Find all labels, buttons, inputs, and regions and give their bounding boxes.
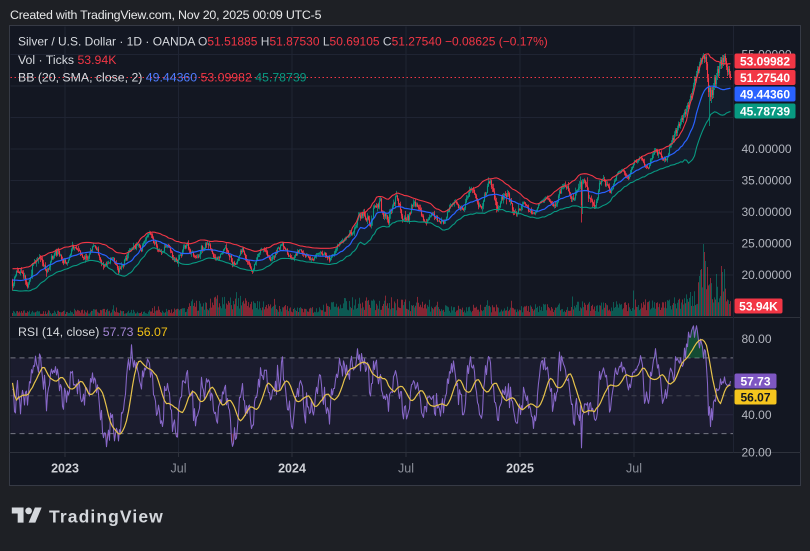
svg-text:40.00000: 40.00000	[742, 142, 792, 156]
svg-text:Vol · Ticks 53.94K: Vol · Ticks 53.94K	[18, 53, 117, 67]
svg-text:40.00: 40.00	[742, 408, 772, 422]
svg-text:20.00000: 20.00000	[742, 268, 792, 282]
svg-text:51.27540: 51.27540	[740, 71, 790, 85]
svg-text:2024: 2024	[278, 462, 306, 476]
svg-text:53.94K: 53.94K	[739, 299, 778, 313]
svg-text:56.07: 56.07	[740, 390, 770, 404]
svg-text:TradingView: TradingView	[49, 507, 164, 527]
svg-text:57.73: 57.73	[740, 374, 770, 388]
svg-text:2023: 2023	[51, 462, 79, 476]
svg-text:RSI (14, close) 57.73 56.07: RSI (14, close) 57.73 56.07	[18, 325, 168, 339]
svg-text:49.44360: 49.44360	[740, 87, 790, 101]
svg-text:Jul: Jul	[626, 462, 642, 476]
svg-text:2025: 2025	[506, 462, 534, 476]
svg-text:80.00: 80.00	[742, 332, 772, 346]
svg-text:53.09982: 53.09982	[740, 54, 790, 68]
svg-text:Jul: Jul	[171, 462, 187, 476]
svg-text:Created with TradingView.com,: Created with TradingView.com, Nov 20, 20…	[10, 8, 322, 22]
svg-text:25.00000: 25.00000	[742, 237, 792, 251]
svg-text:30.00000: 30.00000	[742, 205, 792, 219]
svg-text:BB (20, SMA, close, 2) 49.4436: BB (20, SMA, close, 2) 49.44360 53.09982…	[18, 71, 307, 85]
svg-text:Jul: Jul	[398, 462, 414, 476]
svg-text:35.00000: 35.00000	[742, 174, 792, 188]
svg-text:45.78739: 45.78739	[740, 104, 790, 118]
svg-text:Silver / U.S. Dollar · 1D · OA: Silver / U.S. Dollar · 1D · OANDA O51.51…	[18, 35, 548, 49]
svg-text:20.00: 20.00	[742, 446, 772, 460]
